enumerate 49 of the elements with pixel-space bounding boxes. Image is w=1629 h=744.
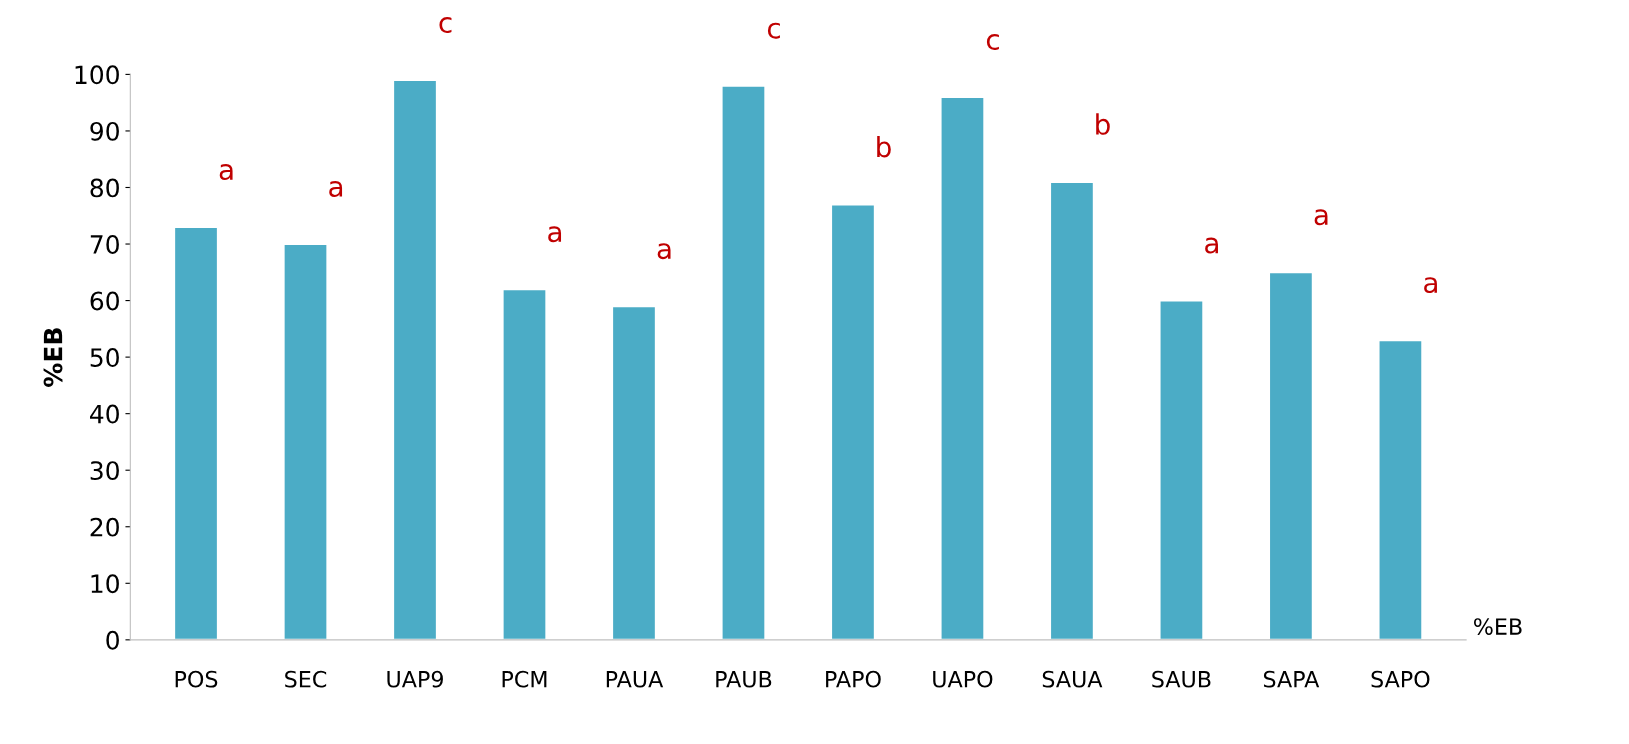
x-tick-label: UAP9 [387,670,443,688]
x-tick-label: SAUB [1152,670,1211,688]
bar [282,242,329,640]
x-tick-label: PCM [502,670,547,688]
x-tick-label: UAPO [933,670,993,688]
bar [720,84,767,640]
y-tick-label: 30 [90,461,119,481]
annotation: c [439,17,452,34]
y-axis-title: %EB [1474,618,1522,635]
bar [830,203,876,640]
bar [1049,180,1095,640]
y-tick-label: 80 [90,178,119,198]
x-tick-label: SAUA [1042,670,1103,688]
y-tick-label: 0 [106,630,119,650]
bar [501,288,548,640]
annotation: a [1205,237,1218,254]
x-tick-label: PAUB [716,671,772,688]
annotation: b [877,135,891,158]
y-tick-label: 40 [90,404,119,424]
annotation: a [1314,209,1328,226]
bar [1158,299,1205,640]
annotation: b [1096,113,1110,135]
annotation: a [1424,277,1437,294]
x-tick-label: PAPO [826,670,881,688]
y-tick-label: 10 [91,574,119,594]
y-tick-label: 70 [90,234,119,254]
bar [611,305,657,640]
x-tick-label: SAPA [1263,670,1320,688]
bar [173,226,219,640]
y-tick-label: 90 [90,121,119,141]
bar [392,79,438,640]
annotation: c [767,22,780,39]
annotation: c [986,34,999,50]
x-tick-label: SAPO [1371,670,1430,688]
x-tick-label: POS [175,670,218,688]
bar [1267,271,1314,640]
x-tick-label: PAUA [606,671,664,688]
y-tick-label: 50 [90,348,119,367]
annotation: a [219,164,233,181]
annotation: a [329,181,343,197]
bar [939,95,986,640]
y-tick-label: 100 [75,65,119,85]
bar [1377,339,1424,640]
y-tick-label: 60 [90,291,119,311]
x-tick-label: SEC [285,670,327,688]
y-tick-label: 20 [90,517,119,537]
text: %EB [43,328,63,387]
annotation: a [657,243,671,260]
annotation: a [548,226,562,243]
